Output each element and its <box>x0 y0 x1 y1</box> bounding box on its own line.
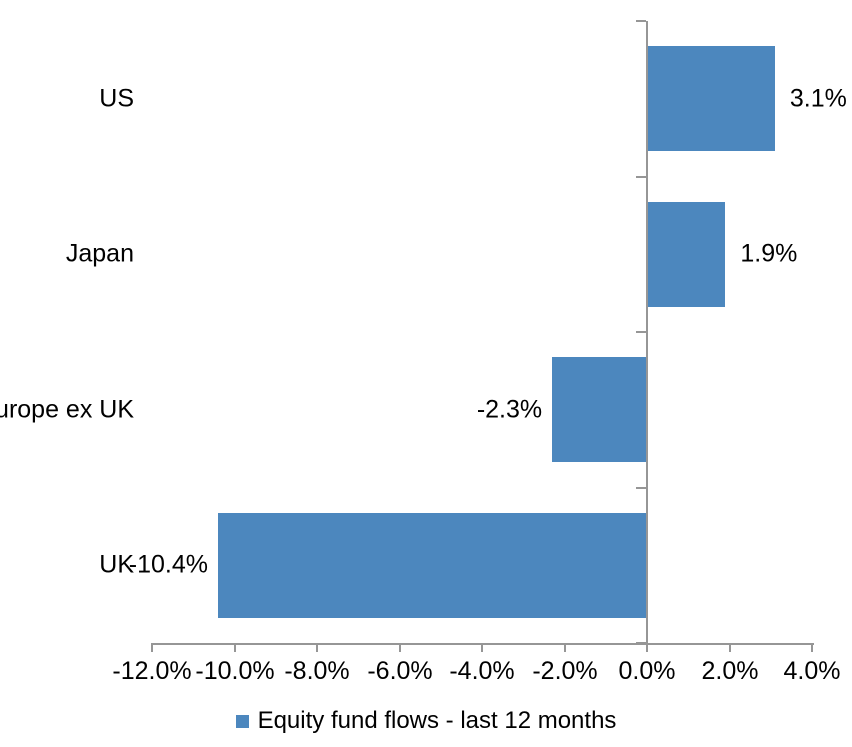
x-axis-tick-label: -6.0% <box>367 657 433 685</box>
bar-us <box>647 46 775 151</box>
category-label-us: US <box>99 84 134 113</box>
category-axis-tick <box>636 642 646 644</box>
category-axis-tick <box>636 176 646 178</box>
x-axis-tick <box>481 643 483 652</box>
x-axis-tick-label: 2.0% <box>701 657 759 685</box>
x-axis-tick-label: -8.0% <box>284 657 350 685</box>
x-axis-tick <box>234 643 236 652</box>
data-label-us: 3.1% <box>789 84 847 113</box>
x-axis-tick-label: -10.0% <box>195 657 275 685</box>
x-axis-tick <box>564 643 566 652</box>
data-label-europe-ex-uk: -2.3% <box>476 395 543 424</box>
legend-label: Equity fund flows - last 12 months <box>257 707 617 734</box>
x-axis-tick-label: 0.0% <box>618 657 676 685</box>
legend-swatch-icon <box>235 714 249 728</box>
x-axis-tick-label: -12.0% <box>112 657 192 685</box>
bar-europe-ex-uk <box>552 357 648 462</box>
bar-uk <box>218 513 647 618</box>
x-axis-tick <box>399 643 401 652</box>
category-label-uk: UK <box>99 550 134 579</box>
category-axis-tick <box>636 20 646 22</box>
x-axis-tick <box>151 643 153 652</box>
category-axis-tick <box>636 331 646 333</box>
chart-legend: Equity fund flows - last 12 months <box>0 704 852 738</box>
x-axis-tick <box>811 643 813 652</box>
category-label-europe-ex-uk: Europe ex UK <box>0 395 134 424</box>
x-axis-tick-label: 4.0% <box>783 657 841 685</box>
x-axis-tick-label: -4.0% <box>449 657 515 685</box>
data-label-japan: 1.9% <box>740 239 798 268</box>
x-axis-line <box>152 643 814 645</box>
bar-japan <box>647 202 725 307</box>
x-axis-tick <box>316 643 318 652</box>
category-axis-tick <box>636 487 646 489</box>
x-axis-tick <box>729 643 731 652</box>
category-label-japan: Japan <box>65 239 134 268</box>
x-axis-tick-label: -2.0% <box>532 657 598 685</box>
x-axis-tick <box>646 643 648 652</box>
zero-axis-line <box>646 21 648 643</box>
data-label-uk: -10.4% <box>128 550 208 579</box>
